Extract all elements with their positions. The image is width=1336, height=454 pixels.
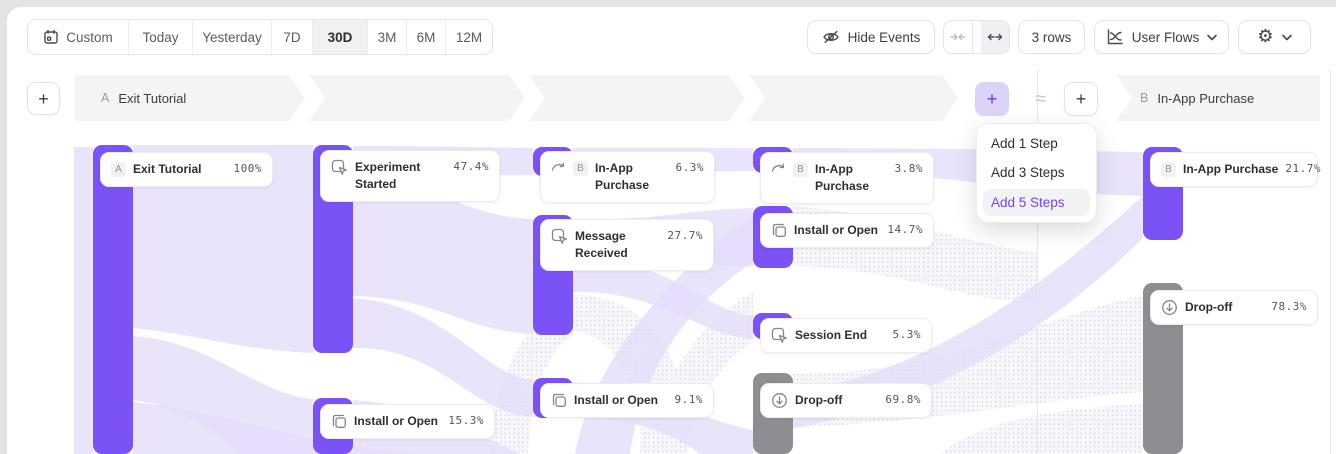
node-label: Session End bbox=[795, 328, 868, 342]
step-band-a-segment-4[interactable] bbox=[749, 75, 958, 121]
expand-columns-button[interactable] bbox=[981, 21, 1009, 53]
collapse-columns-button[interactable] bbox=[944, 21, 973, 53]
flow-node-experiment-started[interactable]: Experiment Started 47.4% bbox=[320, 150, 500, 202]
node-label: Experiment Started bbox=[355, 160, 421, 191]
install-icon bbox=[771, 222, 787, 238]
node-value: 27.7% bbox=[667, 229, 703, 242]
drop-off-icon bbox=[771, 392, 788, 409]
menu-item-add-1-step[interactable]: Add 1 Step bbox=[991, 136, 1058, 151]
node-label: Install or Open bbox=[354, 414, 439, 428]
flow-node-install-or-open-3[interactable]: Install or Open 14.7% bbox=[760, 213, 934, 248]
node-value: 69.8% bbox=[885, 393, 921, 406]
node-value: 5.3% bbox=[892, 328, 921, 341]
hide-events-label: Hide Events bbox=[847, 29, 921, 45]
rows-label: 3 rows bbox=[1031, 29, 1072, 45]
install-icon bbox=[551, 392, 567, 408]
section-divider bbox=[1037, 70, 1038, 454]
flow-node-session-end[interactable]: Session End 5.3% bbox=[760, 318, 932, 353]
node-label: In-App Purchase bbox=[595, 161, 650, 192]
add-step-right-button[interactable]: + bbox=[1064, 82, 1098, 116]
calendar-icon bbox=[43, 29, 59, 45]
skip-ahead-icon bbox=[771, 161, 786, 175]
flow-node-in-app-purchase-2[interactable]: B In-App Purchase 3.8% bbox=[760, 152, 934, 204]
click-event-icon bbox=[771, 327, 788, 344]
node-label: Install or Open bbox=[794, 223, 879, 237]
view-type-label: User Flows bbox=[1131, 29, 1200, 45]
skip-ahead-icon bbox=[551, 160, 566, 174]
node-value: 78.3% bbox=[1271, 300, 1307, 313]
step-b-badge: B bbox=[1161, 162, 1176, 177]
flow-node-in-app-purchase-1[interactable]: B In-App Purchase 6.3% bbox=[540, 151, 715, 203]
step-band-b[interactable]: B In-App Purchase bbox=[1116, 75, 1320, 121]
node-value: 100% bbox=[233, 162, 262, 175]
user-flows-icon bbox=[1106, 28, 1124, 46]
node-value: 9.1% bbox=[674, 393, 703, 406]
node-label: Exit Tutorial bbox=[133, 162, 202, 176]
node-label: Install or Open bbox=[574, 393, 659, 407]
click-event-icon bbox=[551, 228, 568, 245]
flow-node-install-or-open-2[interactable]: Install or Open 9.1% bbox=[540, 383, 714, 418]
date-range-12m[interactable]: 12M bbox=[455, 29, 483, 45]
node-value: 15.3% bbox=[448, 414, 484, 427]
flow-node-message-received[interactable]: Message Received 27.7% bbox=[540, 219, 714, 271]
flow-bar-exit-tutorial[interactable] bbox=[93, 145, 133, 454]
right-edge-divider bbox=[1330, 70, 1331, 454]
click-event-icon bbox=[331, 159, 348, 176]
rows-button[interactable]: 3 rows bbox=[1018, 20, 1085, 54]
node-label: In-App Purchase bbox=[1183, 162, 1279, 176]
node-value: 21.7% bbox=[1285, 162, 1321, 175]
date-range-30d[interactable]: 30D bbox=[313, 20, 368, 54]
add-step-left-button[interactable]: + bbox=[27, 82, 60, 115]
expand-arrows-icon bbox=[987, 33, 1003, 41]
node-label: Drop-off bbox=[795, 393, 843, 407]
step-a-letter: A bbox=[101, 91, 110, 105]
date-range-label: Custom bbox=[66, 29, 113, 45]
step-a-label: Exit Tutorial bbox=[118, 90, 187, 106]
flow-node-install-or-open-1[interactable]: Install or Open 15.3% bbox=[320, 404, 495, 439]
node-value: 14.7% bbox=[887, 223, 923, 236]
node-label: Message Received bbox=[575, 229, 628, 260]
flow-node-drop-off-1[interactable]: Drop-off 69.8% bbox=[760, 383, 932, 418]
date-range-yesterday[interactable]: Yesterday bbox=[193, 20, 272, 54]
date-range-3m[interactable]: 3M bbox=[368, 20, 407, 54]
view-type-dropdown[interactable]: User Flows bbox=[1094, 20, 1229, 54]
flow-node-exit-tutorial[interactable]: A Exit Tutorial 100% bbox=[100, 152, 273, 187]
node-value: 6.3% bbox=[675, 161, 704, 174]
menu-item-add-3-steps[interactable]: Add 3 Steps bbox=[991, 165, 1065, 180]
settings-dropdown[interactable]: ⚙ bbox=[1238, 20, 1311, 54]
step-band-a-segment-2[interactable] bbox=[309, 75, 525, 121]
install-icon bbox=[331, 413, 347, 429]
node-label: In-App Purchase bbox=[815, 162, 870, 193]
collapse-arrows-icon bbox=[950, 33, 966, 41]
step-b-letter: B bbox=[1140, 91, 1149, 105]
step-band-a-segment-3[interactable] bbox=[529, 75, 745, 121]
node-label: Drop-off bbox=[1185, 300, 1233, 314]
add-steps-menu: Add 1 Step Add 3 Steps Add 5 Steps bbox=[976, 123, 1097, 223]
flow-node-in-app-purchase-b[interactable]: B In-App Purchase 21.7% bbox=[1150, 152, 1321, 187]
approx-icon: ≈ bbox=[1035, 88, 1046, 110]
chevron-down-icon bbox=[1281, 34, 1292, 41]
step-b-badge: B bbox=[793, 162, 808, 177]
date-range-7d[interactable]: 7D bbox=[272, 20, 313, 54]
step-b-label: In-App Purchase bbox=[1157, 90, 1255, 106]
step-band-a-segment-1[interactable]: A Exit Tutorial bbox=[75, 75, 305, 121]
gear-icon: ⚙ bbox=[1257, 26, 1274, 47]
flow-node-drop-off-b[interactable]: Drop-off 78.3% bbox=[1150, 290, 1318, 325]
hide-events-button[interactable]: Hide Events bbox=[807, 20, 935, 54]
collapse-expand-toggle bbox=[943, 20, 1010, 54]
step-a-badge: A bbox=[111, 162, 126, 177]
eye-off-icon bbox=[822, 28, 840, 46]
node-value: 47.4% bbox=[453, 160, 489, 173]
menu-item-add-5-steps[interactable]: Add 5 Steps bbox=[983, 189, 1090, 216]
step-b-badge: B bbox=[573, 161, 588, 176]
date-range-custom[interactable]: Custom bbox=[28, 20, 129, 54]
date-range-today[interactable]: Today bbox=[129, 20, 193, 54]
drop-off-icon bbox=[1161, 299, 1178, 316]
node-value: 3.8% bbox=[894, 162, 923, 175]
date-range-6m[interactable]: 6M bbox=[407, 20, 446, 54]
date-range-segmented: Custom Today Yesterday 7D 30D 3M 6M 12M bbox=[27, 19, 493, 55]
add-step-button-active[interactable]: + bbox=[975, 82, 1009, 116]
chevron-down-icon bbox=[1207, 34, 1218, 41]
